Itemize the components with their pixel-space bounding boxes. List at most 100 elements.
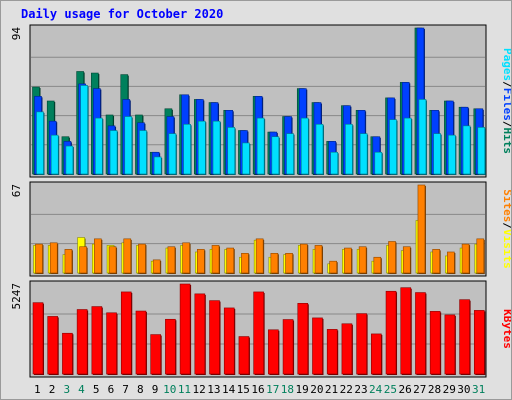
bar-kbytes-day-4 — [76, 309, 88, 375]
bar-pages-day-25 — [389, 119, 397, 175]
bar-pages-day-11 — [183, 123, 191, 175]
x-tick-label-day-21: 21 — [325, 383, 338, 396]
x-tick-label-day-23: 23 — [354, 383, 367, 396]
x-tick-label-day-17: 17 — [266, 383, 279, 396]
bar-kbytes-day-29 — [444, 314, 456, 375]
x-tick-label-day-22: 22 — [340, 383, 353, 396]
bar-pages-day-27 — [418, 99, 427, 175]
bar-pages-day-19 — [300, 117, 309, 175]
bar-sites-day-13 — [211, 245, 220, 274]
bar-sites-day-2 — [49, 242, 58, 274]
bar-kbytes-day-6 — [106, 312, 117, 375]
x-tick-label-day-4: 4 — [78, 383, 85, 396]
bar-pages-day-12 — [198, 120, 206, 175]
bar-kbytes-day-27 — [415, 292, 426, 375]
x-tick-label-day-2: 2 — [49, 383, 56, 396]
legend-hits: Hits — [501, 128, 511, 155]
bar-pages-day-16 — [256, 117, 265, 175]
x-tick-label-day-20: 20 — [310, 383, 323, 396]
bar-sites-day-8 — [138, 243, 146, 274]
bar-sites-day-27 — [417, 184, 426, 274]
x-tick-label-day-19: 19 — [296, 383, 309, 396]
bar-pages-day-20 — [315, 123, 324, 175]
bar-kbytes-day-13 — [209, 300, 220, 375]
chart-title: Daily usage for October 2020 — [21, 7, 223, 21]
bar-sites-day-26 — [402, 246, 411, 274]
bar-sites-day-7 — [123, 238, 132, 274]
bar-pages-day-3 — [65, 145, 74, 175]
bar-sites-day-22 — [344, 247, 352, 274]
bar-kbytes-day-17 — [268, 329, 279, 375]
y-max-label: 94 — [10, 27, 23, 41]
bar-sites-day-19 — [299, 243, 308, 274]
bar-pages-day-15 — [242, 142, 250, 175]
bar-kbytes-day-10 — [165, 318, 176, 375]
x-tick-label-day-10: 10 — [163, 383, 176, 396]
x-tick-label-day-3: 3 — [63, 383, 70, 396]
bar-pages-day-5 — [95, 117, 103, 175]
x-tick-label-day-16: 16 — [251, 383, 264, 396]
side-legend: Pages/Files/Hits — [501, 48, 511, 154]
bar-sites-day-10 — [167, 246, 176, 274]
bar-pages-day-13 — [212, 120, 221, 175]
bar-sites-day-30 — [461, 243, 470, 274]
bar-kbytes-day-31 — [473, 310, 485, 375]
legend-pages: Pages — [501, 48, 511, 81]
bar-pages-day-9 — [153, 156, 162, 175]
x-tick-label-day-26: 26 — [398, 383, 411, 396]
x-tick-label-day-30: 30 — [457, 383, 470, 396]
bar-sites-day-17 — [270, 252, 279, 274]
bar-kbytes-day-18 — [282, 319, 294, 375]
x-tick-label-day-24: 24 — [369, 383, 383, 396]
bar-sites-day-1 — [35, 243, 43, 274]
bar-kbytes-day-24 — [371, 333, 382, 375]
bar-pages-day-26 — [403, 117, 412, 175]
bar-pages-day-7 — [124, 116, 133, 175]
bar-kbytes-day-5 — [91, 306, 103, 375]
legend-sites: Sites — [501, 189, 511, 222]
bar-kbytes-day-21 — [326, 329, 338, 375]
bar-sites-day-16 — [255, 238, 264, 274]
bar-pages-day-14 — [227, 127, 236, 175]
bar-sites-day-18 — [285, 252, 293, 274]
bar-kbytes-day-16 — [253, 291, 264, 375]
bar-pages-day-28 — [433, 133, 441, 175]
bar-kbytes-day-19 — [297, 303, 309, 375]
bar-kbytes-day-11 — [179, 283, 191, 375]
bar-kbytes-day-20 — [312, 317, 323, 375]
legend-: / — [501, 121, 511, 128]
bar-kbytes-day-8 — [135, 310, 147, 375]
bar-sites-day-4 — [79, 246, 87, 274]
bar-kbytes-day-12 — [194, 293, 206, 375]
bar-kbytes-day-28 — [429, 311, 441, 375]
bar-kbytes-day-22 — [341, 323, 353, 375]
x-tick-label-day-11: 11 — [178, 383, 191, 396]
bar-kbytes-day-23 — [356, 313, 367, 375]
bar-sites-day-23 — [358, 246, 367, 274]
bar-pages-day-2 — [50, 134, 59, 175]
y-max-label: 5247 — [10, 283, 23, 310]
bar-pages-day-22 — [345, 123, 353, 175]
bar-pages-day-30 — [462, 125, 471, 175]
bar-sites-day-15 — [241, 252, 249, 274]
bar-kbytes-day-15 — [238, 336, 250, 375]
bar-pages-day-23 — [359, 133, 368, 175]
bar-pages-day-21 — [330, 151, 338, 175]
bar-sites-day-9 — [152, 259, 161, 274]
bar-pages-day-10 — [168, 133, 177, 175]
x-tick-label-day-27: 27 — [413, 383, 426, 396]
x-tick-label-day-14: 14 — [222, 383, 236, 396]
bar-sites-day-28 — [432, 249, 440, 274]
legend-: / — [501, 81, 511, 88]
bar-pages-day-1 — [36, 111, 44, 175]
bar-pages-day-31 — [477, 127, 486, 175]
bar-sites-day-25 — [388, 241, 396, 274]
bar-kbytes-day-9 — [150, 334, 161, 375]
bar-kbytes-day-2 — [47, 316, 59, 375]
bar-sites-day-6 — [108, 246, 117, 274]
legend-: / — [501, 222, 511, 229]
bar-pages-day-6 — [109, 130, 118, 175]
x-tick-label-day-7: 7 — [122, 383, 129, 396]
